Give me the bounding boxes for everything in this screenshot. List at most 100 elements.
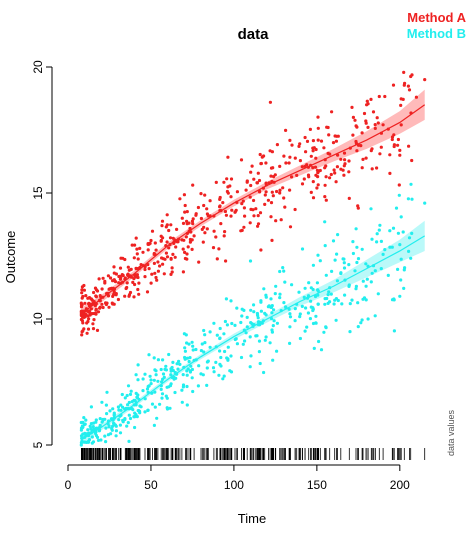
data-point (86, 314, 90, 318)
data-point (109, 276, 113, 280)
data-point (258, 211, 263, 215)
data-point (156, 379, 160, 383)
data-point (254, 334, 258, 338)
data-point (161, 372, 166, 376)
data-point (409, 256, 413, 260)
data-point (361, 279, 365, 283)
data-point (283, 205, 287, 209)
data-point (406, 84, 410, 88)
data-point (171, 360, 175, 364)
data-point (226, 191, 230, 195)
data-point (256, 224, 260, 228)
data-point (311, 166, 315, 170)
data-point (103, 279, 107, 283)
data-point (82, 440, 86, 444)
data-point (208, 330, 212, 334)
data-point (152, 378, 156, 382)
data-point (364, 262, 368, 266)
data-point (354, 227, 358, 231)
data-point (258, 361, 262, 366)
data-point (202, 328, 206, 333)
data-point (361, 157, 365, 161)
data-point (169, 382, 173, 386)
data-point (410, 73, 414, 77)
data-point (323, 195, 327, 199)
data-point (396, 137, 400, 142)
data-point (327, 290, 331, 294)
smooth-lines (80, 104, 426, 441)
data-point (303, 135, 307, 140)
data-point (92, 290, 96, 295)
data-point (401, 230, 405, 234)
data-point (273, 292, 277, 296)
data-point (136, 287, 140, 292)
data-point (79, 420, 83, 425)
data-point (239, 229, 243, 233)
data-point (101, 305, 105, 310)
data-point (245, 325, 249, 329)
data-point (152, 261, 156, 265)
data-point (146, 408, 150, 412)
data-point (202, 350, 206, 354)
data-point (398, 294, 402, 298)
data-point (222, 180, 226, 184)
data-point (160, 224, 164, 228)
data-point (375, 240, 379, 244)
data-point (350, 105, 354, 109)
data-point (319, 139, 324, 143)
data-point (191, 348, 195, 352)
data-point (235, 342, 239, 346)
data-point (226, 155, 230, 159)
data-point (311, 149, 315, 153)
data-point (155, 416, 159, 420)
data-point (396, 231, 400, 235)
data-point (293, 307, 297, 311)
data-point (392, 329, 396, 333)
data-point (270, 311, 274, 315)
data-point (106, 294, 111, 298)
data-point (212, 370, 216, 374)
data-point (316, 126, 320, 130)
data-point (243, 339, 247, 343)
data-point (127, 400, 131, 405)
data-point (402, 268, 406, 272)
data-point (399, 257, 403, 261)
data-point (312, 346, 316, 350)
data-point (391, 83, 396, 87)
data-point (112, 292, 116, 297)
data-point (88, 424, 92, 428)
data-point (274, 219, 278, 223)
data-point (288, 315, 293, 319)
data-point (242, 225, 246, 229)
data-point (397, 193, 401, 197)
data-point (278, 269, 282, 274)
data-point (342, 173, 346, 177)
data-point (293, 319, 297, 323)
y-tick-label: 5 (31, 441, 45, 448)
data-point (270, 238, 274, 242)
data-point (342, 164, 346, 168)
data-point (124, 286, 128, 291)
data-point (366, 125, 370, 129)
data-point (353, 269, 357, 273)
data-point (127, 439, 131, 443)
data-point (191, 217, 195, 221)
data-point (252, 177, 256, 181)
data-point (406, 197, 410, 201)
data-point (272, 319, 276, 323)
data-point (200, 227, 204, 231)
data-point (369, 149, 373, 153)
data-point (364, 156, 368, 160)
data-point (354, 124, 358, 128)
data-point (153, 241, 157, 245)
data-point (399, 123, 403, 127)
data-point (360, 247, 364, 251)
data-point (271, 324, 275, 328)
data-point (263, 202, 267, 206)
data-point (194, 347, 198, 352)
data-point (126, 403, 130, 407)
data-point (282, 196, 286, 200)
data-point (293, 156, 297, 160)
data-point (306, 294, 311, 298)
data-point (105, 390, 109, 394)
